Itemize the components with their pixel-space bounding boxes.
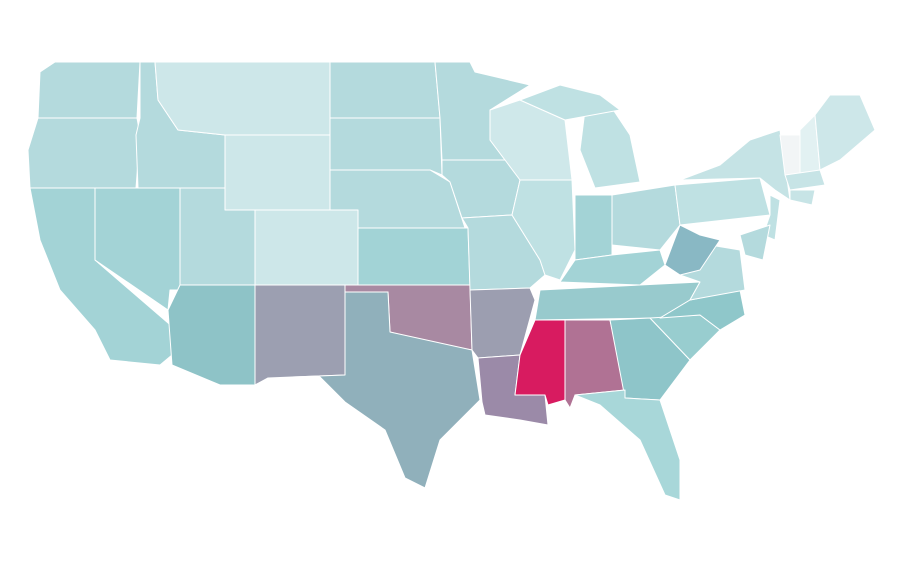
state [224, 134, 331, 211]
state [167, 284, 256, 386]
state [511, 179, 576, 281]
state [357, 227, 471, 286]
state [27, 117, 141, 189]
state [789, 189, 816, 206]
state [154, 61, 331, 136]
state [611, 184, 681, 251]
state [814, 94, 876, 171]
state [784, 169, 826, 191]
state [674, 177, 771, 226]
state [329, 61, 441, 119]
state [739, 224, 771, 261]
state [579, 104, 641, 189]
state [609, 317, 691, 401]
state [574, 194, 613, 261]
state [254, 209, 359, 286]
state [329, 117, 443, 176]
state [37, 61, 141, 119]
state [254, 284, 346, 386]
state [291, 291, 481, 489]
state [574, 389, 681, 501]
state [519, 84, 621, 121]
